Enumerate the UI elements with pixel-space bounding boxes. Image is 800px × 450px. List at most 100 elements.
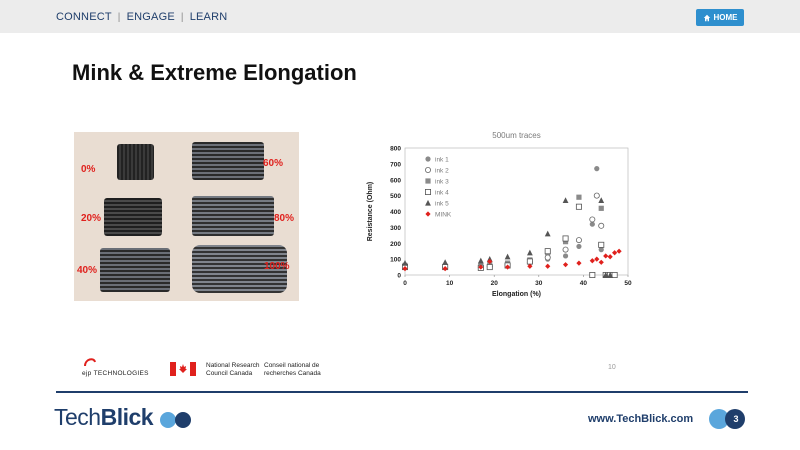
data-point-mink	[616, 248, 622, 254]
data-point-mink	[612, 250, 618, 256]
nav-engage[interactable]: ENGAGE	[126, 11, 175, 23]
y-tick-label: 100	[390, 257, 401, 264]
data-point-ink-4	[486, 264, 493, 271]
legend-label: ink 3	[435, 179, 449, 186]
data-point-ink-5	[607, 271, 614, 278]
data-point-ink-4	[598, 241, 605, 248]
data-point-ink-2	[598, 222, 605, 229]
ejp-logo-icon	[84, 358, 96, 367]
y-tick-label: 700	[390, 161, 401, 168]
nrc-en-line1: National Research	[206, 362, 260, 369]
x-axis-label: Elongation (%)	[492, 291, 541, 298]
data-point-ink-4	[589, 271, 596, 278]
y-tick-label: 200	[390, 241, 401, 248]
website-link[interactable]: www.TechBlick.com	[588, 413, 694, 425]
data-point-mink	[594, 256, 600, 262]
data-point-ink-5	[504, 253, 511, 260]
data-point-ink-5	[602, 271, 609, 278]
nav-connect[interactable]: CONNECT	[56, 11, 112, 23]
data-point-ink-5	[477, 257, 484, 264]
plot-area	[404, 147, 629, 276]
data-point-ink-5	[442, 259, 449, 265]
data-point-ink-1	[598, 247, 604, 253]
brand-dots-icon	[160, 412, 191, 428]
sample-100	[192, 245, 287, 293]
sample-0	[117, 144, 154, 180]
data-point-ink-5	[486, 256, 493, 262]
footer-page-number: 10	[608, 364, 616, 371]
x-tick-label: 50	[624, 280, 632, 287]
legend-marker	[425, 211, 431, 217]
data-point-ink-2	[589, 216, 596, 223]
data-point-ink-4	[544, 248, 551, 255]
sample-40	[100, 248, 170, 292]
data-point-ink-2	[544, 254, 551, 261]
sample-80	[192, 196, 274, 236]
label-40pct: 40%	[77, 265, 98, 276]
x-tick-label: 0	[403, 280, 407, 287]
data-point-ink-1	[576, 243, 582, 250]
data-point-ink-5	[526, 249, 533, 256]
legend-label: MINK	[435, 212, 452, 219]
home-button[interactable]: HOME	[696, 9, 744, 26]
nrc-french-name: Conseil national de recherches Canada	[264, 362, 321, 378]
brand-name-bold: Blick	[100, 404, 154, 430]
nav-learn[interactable]: LEARN	[189, 11, 228, 23]
page-number-badge	[709, 409, 745, 429]
slide-number: 3	[733, 414, 739, 424]
y-tick-label: 300	[390, 225, 401, 232]
y-axis-label: Resistance (Ohm)	[367, 182, 374, 242]
x-tick-label: 30	[535, 280, 543, 287]
legend-label: ink 1	[435, 157, 449, 164]
data-point-ink-3	[598, 205, 604, 211]
nrc-fr-line2: recherches Canada	[264, 370, 321, 377]
data-point-mink	[504, 264, 511, 270]
data-point-ink-4	[526, 258, 533, 265]
sample-60	[192, 142, 264, 180]
data-point-ink-5	[402, 259, 408, 266]
data-point-ink-4	[611, 271, 618, 278]
y-tick-label: 500	[390, 193, 401, 200]
legend-marker	[425, 167, 432, 174]
nav-separator: |	[117, 11, 121, 23]
nrc-fr-line1: Conseil national de	[264, 362, 320, 369]
data-point-ink-5	[598, 197, 605, 203]
y-tick-label: 600	[390, 177, 401, 184]
data-point-mink	[598, 259, 604, 265]
nav-separator: |	[180, 11, 184, 23]
house-icon	[703, 14, 710, 21]
legend-label: ink 5	[435, 201, 449, 208]
data-point-ink-2	[562, 246, 569, 253]
data-point-ink-3	[562, 239, 569, 245]
data-point-ink-5	[562, 197, 569, 203]
data-point-ink-4	[562, 235, 569, 242]
legend-marker	[425, 189, 432, 196]
data-point-ink-1	[562, 253, 569, 259]
legend-marker	[425, 178, 431, 184]
data-point-ink-1	[594, 166, 600, 172]
legend-label: ink 4	[435, 190, 449, 197]
techblick-logo[interactable]: TechBlick	[54, 404, 154, 431]
data-point-ink-2	[593, 192, 600, 199]
footer-divider	[56, 391, 748, 393]
data-point-mink	[576, 260, 582, 266]
slide-title: Mink & Extreme Elongation	[72, 60, 357, 85]
label-80pct: 80%	[274, 213, 295, 224]
chart-title: 500um traces	[492, 131, 540, 140]
home-button-label: HOME	[713, 13, 738, 22]
top-bar: CONNECT | ENGAGE | LEARN HOME	[0, 0, 800, 33]
sample-20	[104, 198, 162, 236]
brand-name-light: Tech	[54, 404, 101, 430]
data-point-ink-2	[575, 237, 582, 244]
data-point-ink-3	[576, 194, 582, 200]
resistance-chart: 500um traces 0 100 200 300 400 500 600 700 800 0 10…	[367, 131, 632, 298]
data-point-ink-4	[575, 203, 582, 210]
label-0pct: 0%	[81, 164, 96, 175]
x-tick-label: 20	[491, 280, 499, 287]
footer-logos: ejp TECHNOLOGIES National Research Counc…	[80, 356, 380, 382]
data-point-ink-1	[589, 221, 595, 227]
label-20pct: 20%	[81, 213, 102, 224]
data-point-mink	[527, 263, 533, 269]
data-point-mink	[478, 264, 484, 270]
legend-marker	[425, 156, 431, 162]
